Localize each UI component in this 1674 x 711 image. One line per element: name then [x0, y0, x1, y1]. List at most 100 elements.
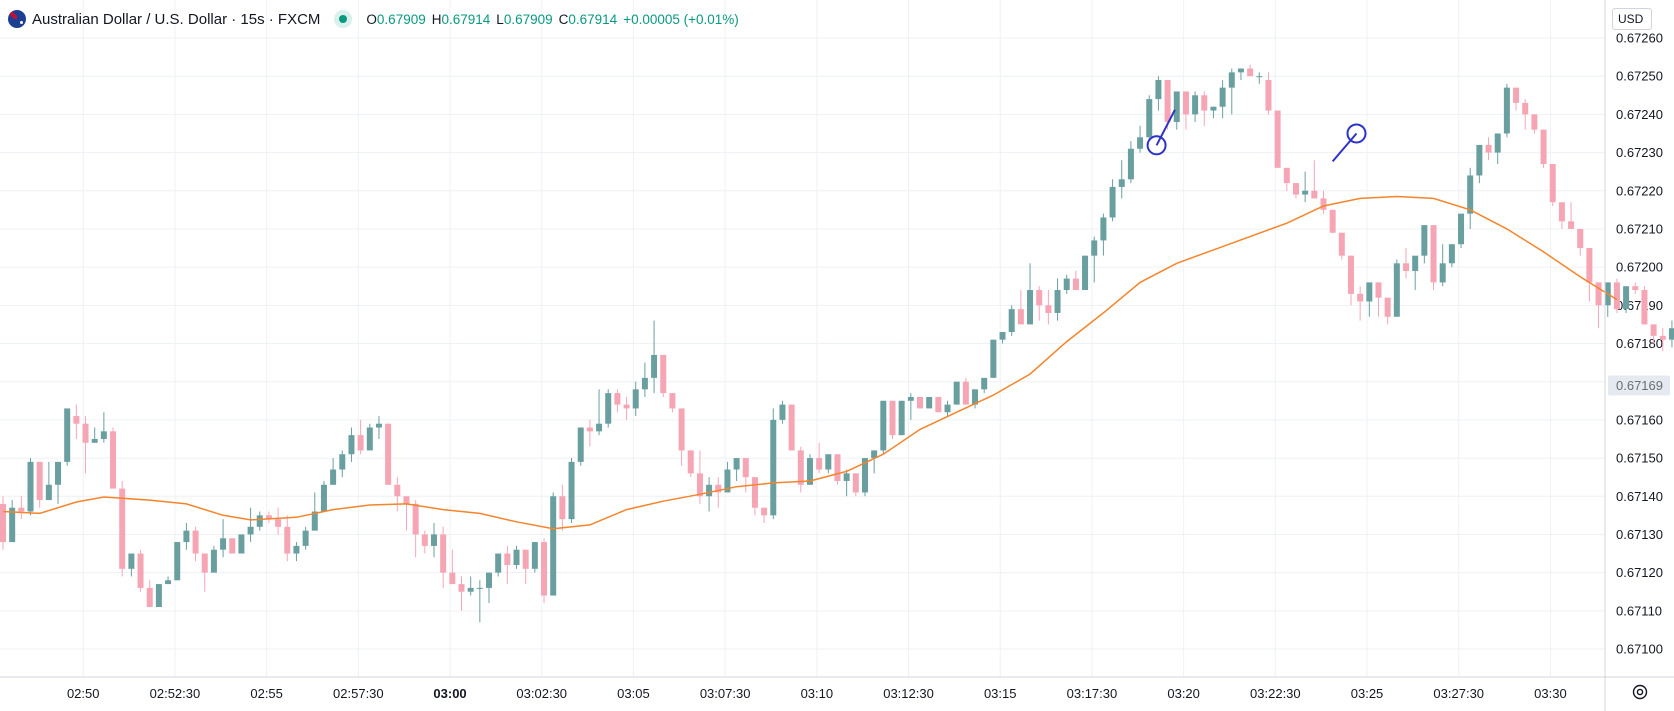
candle — [210, 549, 217, 573]
flag-icon[interactable] — [8, 10, 26, 28]
time-tick-label: 02:52:30 — [150, 686, 201, 701]
candle — [953, 381, 960, 405]
candle — [568, 461, 575, 520]
drawing-circle — [1146, 135, 1167, 156]
candle — [495, 553, 502, 573]
candle — [1586, 248, 1593, 283]
candle — [1467, 175, 1474, 214]
time-tick-label: 03:12:30 — [883, 686, 934, 701]
candle — [55, 461, 62, 485]
candle — [1513, 87, 1520, 103]
currency-label: USD — [1618, 12, 1644, 26]
candle — [1338, 232, 1345, 256]
candle — [1549, 164, 1556, 203]
candle — [623, 404, 630, 409]
price-tick-label: 0.67250 — [1616, 69, 1663, 84]
candle — [9, 507, 16, 543]
candle — [715, 484, 722, 493]
candle — [100, 431, 107, 439]
candle — [1274, 110, 1281, 168]
candle — [146, 587, 153, 607]
candle — [293, 545, 300, 554]
candle — [18, 507, 25, 512]
currency-selector[interactable]: USD — [1612, 8, 1652, 30]
time-tick-label: 03:25 — [1351, 686, 1384, 701]
price-tick-label: 0.67220 — [1616, 183, 1663, 198]
candle — [1623, 286, 1630, 310]
candle — [1659, 335, 1666, 340]
candle — [1008, 309, 1015, 333]
candle — [1485, 144, 1492, 153]
time-tick-label: 03:10 — [801, 686, 834, 701]
candle — [1448, 244, 1455, 264]
candle — [357, 435, 364, 451]
candle — [430, 534, 437, 546]
candle — [1366, 282, 1373, 302]
drawing-circle — [1346, 123, 1367, 144]
symbol-title[interactable]: Australian Dollar / U.S. Dollar · 15s · … — [32, 10, 321, 28]
candle — [1403, 263, 1410, 271]
candle — [183, 530, 190, 543]
price-tick-label: 0.67260 — [1616, 31, 1663, 46]
candle — [403, 496, 410, 504]
candle — [1045, 305, 1052, 313]
candle — [1054, 290, 1061, 313]
candle — [330, 469, 337, 485]
candle — [1265, 80, 1272, 111]
price-tick-label: 0.67200 — [1616, 260, 1663, 275]
time-tick-label: 03:17:30 — [1067, 686, 1118, 701]
candle — [586, 427, 593, 432]
candle — [1027, 290, 1034, 325]
candle — [311, 511, 318, 531]
candle — [1577, 228, 1584, 249]
candle — [192, 530, 199, 554]
candle — [641, 377, 648, 390]
candle — [687, 450, 694, 474]
candle — [541, 542, 548, 596]
candle — [366, 427, 373, 451]
candle — [651, 354, 658, 378]
candle — [1531, 114, 1538, 130]
candle — [788, 404, 795, 451]
candle — [1247, 68, 1254, 77]
candle — [1192, 95, 1199, 115]
candle — [678, 408, 685, 451]
candle — [816, 458, 823, 470]
candle — [797, 450, 804, 485]
candle — [1494, 133, 1501, 153]
candle — [660, 354, 667, 394]
candle — [1641, 290, 1648, 325]
market-status-dot-icon[interactable] — [334, 10, 353, 28]
candle — [1347, 255, 1354, 294]
candle — [632, 389, 639, 409]
price-tick-label: 0.67150 — [1616, 451, 1663, 466]
time-tick-label: 03:22:30 — [1250, 686, 1301, 701]
candle — [265, 515, 272, 520]
candle — [476, 587, 483, 589]
candle — [1109, 186, 1116, 218]
chart-legend: Australian Dollar / U.S. Dollar · 15s · … — [8, 8, 739, 30]
candle — [64, 408, 71, 462]
candle — [229, 538, 236, 554]
candle — [531, 542, 538, 569]
candle — [770, 419, 777, 516]
candle — [339, 454, 346, 470]
candle — [559, 496, 566, 520]
candle — [1375, 282, 1382, 298]
candle — [45, 484, 52, 501]
drawing-line — [1155, 109, 1176, 146]
candle — [696, 473, 703, 497]
candle — [238, 534, 245, 554]
candle — [1439, 263, 1446, 283]
candle — [174, 542, 181, 581]
candle — [1036, 290, 1043, 306]
candle — [1568, 221, 1575, 229]
candle — [440, 534, 447, 573]
candle — [467, 587, 474, 592]
candle — [1458, 213, 1465, 245]
time-tick-label: 03:20 — [1167, 686, 1200, 701]
candle — [302, 530, 309, 546]
gear-icon[interactable] — [1630, 682, 1650, 702]
